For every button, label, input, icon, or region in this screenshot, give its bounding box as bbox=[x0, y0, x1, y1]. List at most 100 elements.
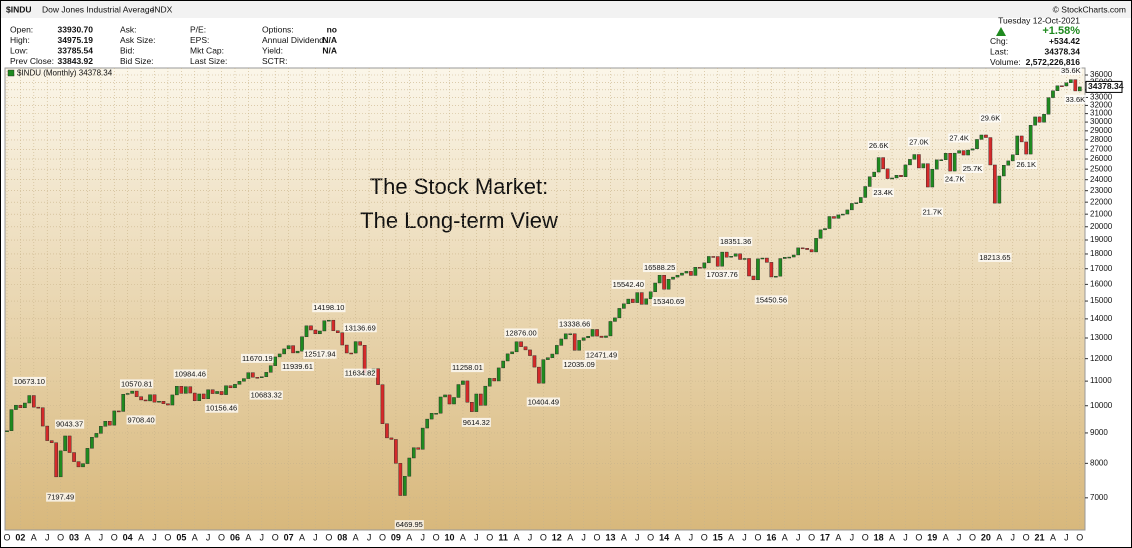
x-tick-label: O bbox=[701, 532, 708, 542]
annotation-bg bbox=[173, 369, 207, 379]
candle-body bbox=[99, 426, 103, 434]
exchange: INDX bbox=[152, 4, 173, 14]
x-tick-label: J bbox=[45, 532, 50, 542]
candle-body bbox=[175, 386, 179, 396]
x-tick-label: 07 bbox=[284, 532, 294, 542]
candle-body bbox=[1015, 135, 1020, 156]
stat-label: Volume: bbox=[990, 57, 1021, 67]
x-tick-label: O bbox=[379, 532, 386, 542]
annotation: 23.4K bbox=[873, 188, 893, 197]
annotation: 10673.10 bbox=[14, 377, 45, 386]
candle-body bbox=[706, 256, 711, 264]
candle-body bbox=[201, 393, 206, 399]
annotation: 11670.19 bbox=[242, 354, 273, 363]
annotation-bg bbox=[558, 319, 592, 329]
candle-body bbox=[988, 137, 993, 166]
candle-body bbox=[1010, 154, 1015, 162]
x-tick-label: J bbox=[689, 532, 694, 542]
x-tick-label: 12 bbox=[552, 532, 562, 542]
candle-body bbox=[881, 157, 885, 170]
candle-body bbox=[523, 346, 528, 351]
candle-body bbox=[242, 378, 246, 382]
candle-body bbox=[394, 439, 398, 464]
field-label: High: bbox=[10, 35, 30, 45]
chart-title: The Stock Market: bbox=[370, 174, 549, 199]
candle-body bbox=[85, 448, 90, 464]
candle-body bbox=[157, 401, 161, 403]
field-value: no bbox=[327, 24, 337, 34]
candle-body bbox=[121, 394, 126, 412]
y-tick-label: 29000 bbox=[1090, 126, 1113, 135]
candle-body bbox=[563, 333, 568, 340]
candle-body bbox=[139, 396, 143, 401]
x-tick-label: 17 bbox=[820, 532, 830, 542]
x-tick-label: J bbox=[850, 532, 855, 542]
x-tick-label: O bbox=[433, 532, 440, 542]
y-tick-label: 15000 bbox=[1090, 296, 1113, 305]
annotation: 21.7K bbox=[922, 208, 942, 217]
annotation-bg bbox=[562, 359, 596, 369]
candle-body bbox=[447, 394, 452, 405]
annotation: 33.6K bbox=[1066, 95, 1086, 104]
x-tick-label: 03 bbox=[69, 532, 79, 542]
candle-body bbox=[1006, 160, 1011, 166]
x-tick-label: J bbox=[474, 532, 479, 542]
field-label: Prev Close: bbox=[10, 56, 54, 66]
x-tick-label: O bbox=[808, 532, 815, 542]
candle-body bbox=[54, 442, 58, 478]
candle-body bbox=[698, 267, 702, 269]
candle-body bbox=[599, 335, 604, 338]
candle-body bbox=[805, 248, 809, 250]
candle-body bbox=[170, 394, 175, 406]
annotation-bg bbox=[240, 353, 274, 363]
annotation-bg bbox=[978, 252, 1012, 262]
candle-body bbox=[747, 258, 751, 277]
field-value: 34975.19 bbox=[58, 35, 94, 45]
x-tick-label: O bbox=[647, 532, 654, 542]
price-tag-box bbox=[1085, 80, 1123, 93]
field-label: Yield: bbox=[262, 45, 283, 55]
annotation: 12876.00 bbox=[505, 328, 536, 337]
x-tick-label: 18 bbox=[874, 532, 884, 542]
stat-label: Chg: bbox=[990, 36, 1008, 46]
x-tick-label: A bbox=[621, 532, 627, 542]
candle-body bbox=[666, 279, 671, 290]
y-tick-label: 11000 bbox=[1090, 376, 1112, 385]
annotation-bg bbox=[943, 174, 966, 184]
stat-value: 2,572,226,816 bbox=[1026, 57, 1081, 67]
field-label: EPS: bbox=[190, 35, 209, 45]
candle-body bbox=[957, 150, 961, 154]
candle-body bbox=[970, 148, 975, 151]
x-tick-label: A bbox=[782, 532, 788, 542]
candle-body bbox=[519, 341, 523, 347]
candle-body bbox=[885, 168, 890, 179]
y-tick-label: 18000 bbox=[1090, 249, 1113, 258]
field-label: Ask Size: bbox=[120, 35, 155, 45]
x-tick-label: A bbox=[728, 532, 734, 542]
annotation: 12471.49 bbox=[586, 351, 617, 360]
candle-body bbox=[751, 275, 756, 281]
x-tick-label: J bbox=[796, 532, 801, 542]
annotation: 9614.32 bbox=[463, 418, 490, 427]
candle-body bbox=[800, 247, 805, 250]
candle-body bbox=[984, 134, 988, 138]
candle-body bbox=[850, 203, 854, 211]
candle-body bbox=[259, 376, 264, 378]
annotation: 10404.49 bbox=[528, 397, 559, 406]
candle-body bbox=[975, 139, 979, 150]
plot-area bbox=[4, 67, 1086, 531]
candle-body bbox=[340, 332, 345, 346]
x-tick-label: 04 bbox=[123, 532, 133, 542]
candle-body bbox=[693, 267, 698, 276]
candle-body bbox=[639, 292, 644, 305]
y-tick-label: 30000 bbox=[1090, 117, 1113, 126]
candle-body bbox=[36, 406, 41, 409]
candle-body bbox=[58, 450, 63, 478]
candle-body bbox=[465, 380, 470, 403]
candle-body bbox=[662, 275, 666, 290]
x-tick-label: A bbox=[31, 532, 37, 542]
candle-body bbox=[215, 391, 219, 394]
candle-body bbox=[917, 154, 921, 169]
annotation-bg bbox=[705, 270, 739, 280]
candle-body bbox=[841, 213, 845, 216]
